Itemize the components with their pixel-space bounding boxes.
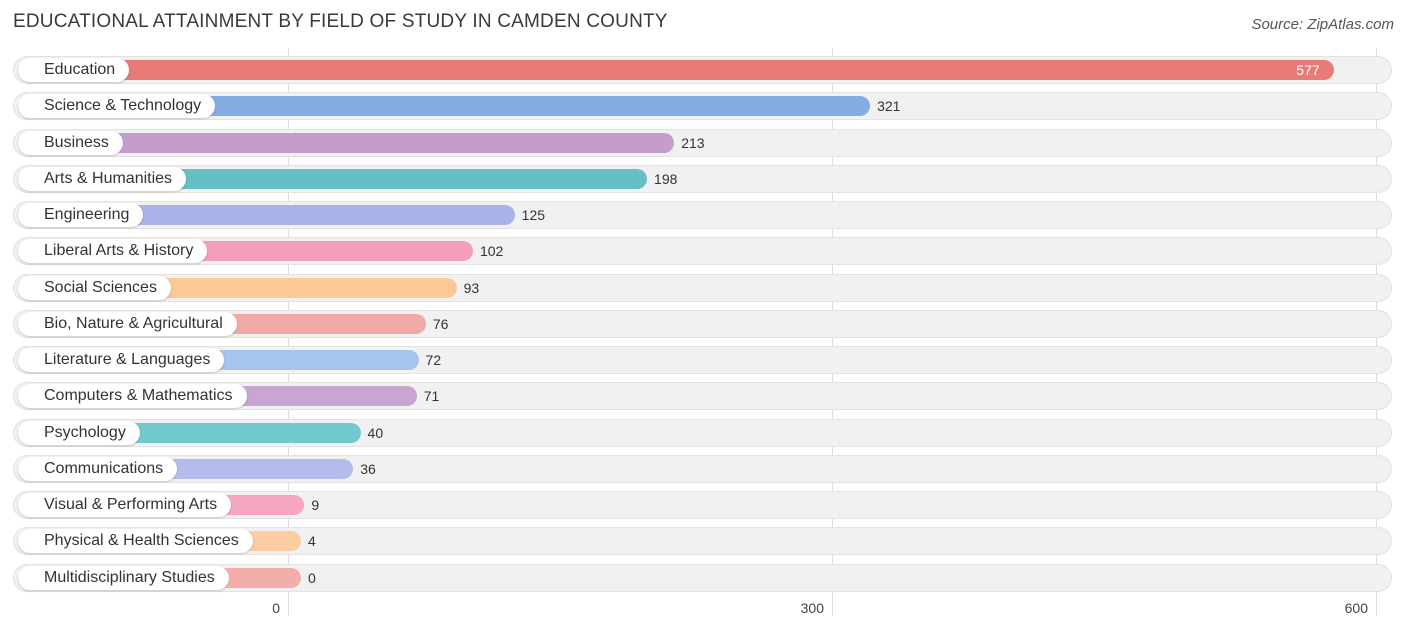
value-label: 321 <box>877 98 901 115</box>
value-label: 198 <box>654 170 678 187</box>
category-label: Liberal Arts & History <box>18 239 208 264</box>
category-label: Social Sciences <box>18 275 171 300</box>
value-label: 213 <box>681 134 705 151</box>
x-tick-label-0: 0 <box>272 600 280 616</box>
category-label: Visual & Performing Arts <box>18 493 232 517</box>
value-label: 36 <box>360 460 376 477</box>
value-label: 76 <box>432 315 449 332</box>
category-label: Bio, Nature & Agricultural <box>18 311 237 336</box>
value-label: 71 <box>423 388 440 405</box>
value-label: 0 <box>308 569 316 586</box>
category-label: Literature & Languages <box>18 348 225 372</box>
value-label: 40 <box>367 424 384 441</box>
category-label: Engineering <box>18 203 144 227</box>
category-label: Multidisciplinary Studies <box>18 565 229 590</box>
category-label: Communications <box>18 456 178 481</box>
x-tick-label-300: 300 <box>800 600 824 616</box>
value-label: 125 <box>521 207 546 223</box>
source-credit: Source: ZipAtlas.com <box>1251 16 1394 33</box>
value-label: 102 <box>479 243 504 260</box>
category-label: Business <box>18 130 123 155</box>
value-label: 577 <box>1296 62 1320 78</box>
bar-science-technology[interactable] <box>18 96 871 117</box>
category-label: Psychology <box>18 420 140 445</box>
value-label: 9 <box>311 497 320 513</box>
chart-title: EDUCATIONAL ATTAINMENT BY FIELD OF STUDY… <box>13 11 668 32</box>
category-label: Arts & Humanities <box>18 166 187 191</box>
value-label: 72 <box>425 352 442 368</box>
value-label: 93 <box>463 279 480 296</box>
bar-business[interactable] <box>18 132 675 153</box>
category-label: Science & Technology <box>18 94 216 119</box>
bar-education[interactable] <box>18 60 1335 80</box>
x-tick-label-600: 600 <box>1344 600 1368 616</box>
value-label: 4 <box>308 533 316 550</box>
category-label: Education <box>18 58 130 82</box>
category-label: Physical & Health Sciences <box>18 529 253 554</box>
category-label: Computers & Mathematics <box>18 384 247 409</box>
